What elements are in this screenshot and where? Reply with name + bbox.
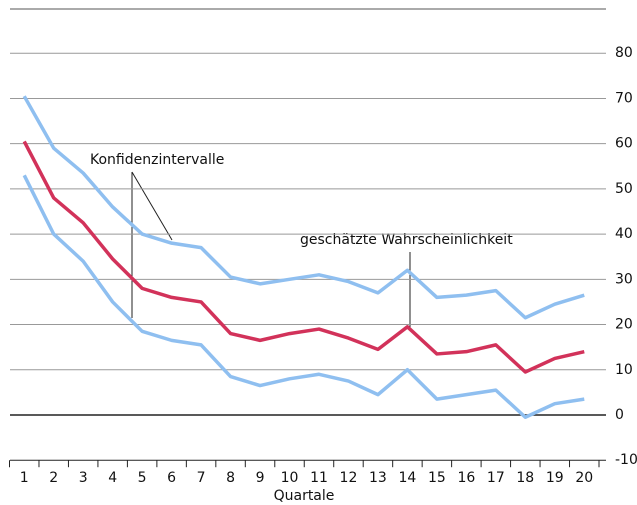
x-tick-label: 7 [197, 470, 206, 486]
x-tick-label: 15 [428, 470, 446, 486]
x-tick-label: 8 [226, 470, 235, 486]
annotation: geschätzte Wahrscheinlichkeit [300, 232, 513, 248]
series-line [22, 174, 585, 419]
y-tick-label: 40 [615, 226, 633, 242]
annotation: Konfidenzintervalle [90, 152, 224, 168]
x-tick-label: 1 [20, 470, 29, 486]
x-tick-label: 9 [256, 470, 265, 486]
series-line [22, 95, 585, 320]
y-tick-label: 20 [615, 317, 633, 333]
x-tick-label: 17 [487, 470, 505, 486]
x-tick-label: 19 [546, 470, 564, 486]
x-axis-label: Quartale [274, 488, 335, 504]
y-tick-label: 30 [615, 271, 633, 287]
x-tick-label: 6 [167, 470, 176, 486]
y-tick-label: -10 [615, 452, 637, 468]
y-tick-label: 10 [615, 362, 633, 378]
x-tick-label: 20 [575, 470, 593, 486]
x-tick-label: 2 [49, 470, 58, 486]
y-tick-label: 50 [615, 181, 633, 197]
x-tick-label: 5 [138, 470, 147, 486]
x-tick-label: 13 [369, 470, 387, 486]
y-tick-label: 80 [615, 45, 633, 61]
x-tick-label: 11 [310, 470, 328, 486]
series-line [22, 140, 585, 374]
x-tick-label: 10 [281, 470, 299, 486]
x-tick-label: 3 [79, 470, 88, 486]
x-tick-label: 14 [398, 470, 416, 486]
annotation-leader [131, 171, 173, 241]
y-tick-label: 70 [615, 90, 633, 106]
x-tick-label: 18 [516, 470, 534, 486]
y-tick-label: 0 [615, 407, 624, 423]
x-tick-label: 4 [108, 470, 117, 486]
y-tick-label: 60 [615, 136, 633, 152]
x-tick-label: 16 [457, 470, 475, 486]
x-tick-label: 12 [340, 470, 358, 486]
